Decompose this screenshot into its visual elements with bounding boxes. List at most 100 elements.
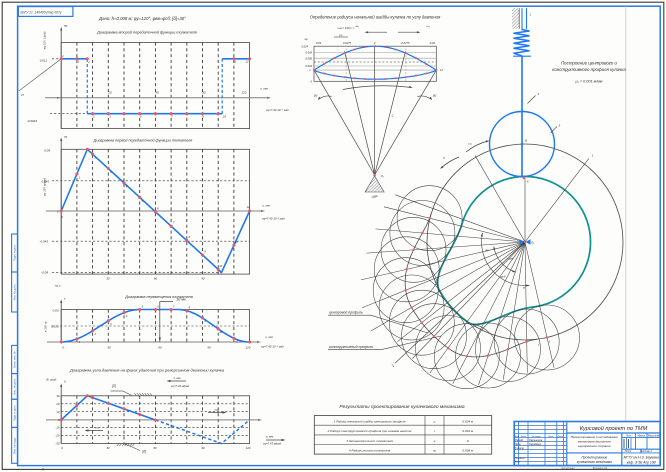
- svg-text:sq: sq: [304, 37, 307, 41]
- svg-text:0.008: 0.008: [306, 51, 313, 55]
- svg-text:0: 0: [61, 446, 63, 450]
- svg-text:Масштаб: Масштаб: [648, 434, 661, 438]
- svg-text:r₀: r₀: [391, 114, 396, 118]
- svg-text:Результаты проектирования кула: Результаты проектирования кулачкового ме…: [339, 404, 464, 410]
- svg-text:[δ]: [δ]: [111, 384, 116, 388]
- svg-text:90: 90: [207, 346, 211, 350]
- svg-text:Определение радиуса начальной: Определение радиуса начальной шайбы кула…: [310, 15, 441, 20]
- svg-text:Т₄: Т₄: [391, 363, 394, 367]
- svg-text:9: 9: [204, 250, 206, 254]
- svg-text:ВлГУ 21. 140400 (тм) 00Ту: ВлГУ 21. 140400 (тм) 00Ту: [21, 11, 62, 15]
- svg-text:2: 2: [92, 115, 95, 119]
- svg-text:-0.09: -0.09: [41, 270, 48, 274]
- svg-text:r: r: [434, 429, 436, 433]
- svg-text:0.0175: 0.0175: [343, 41, 351, 45]
- svg-text:Овчинников: Овчинников: [529, 439, 543, 442]
- svg-text:-10: -10: [55, 426, 59, 430]
- svg-text:Тарабарин: Тарабарин: [529, 443, 542, 446]
- svg-text:3: 3: [109, 115, 111, 119]
- svg-text:x, мм: x, мм: [172, 376, 180, 380]
- svg-text:Изм: Изм: [515, 436, 519, 438]
- svg-text:ЦВР: ЦВР: [372, 195, 378, 199]
- svg-text:1: 1: [62, 54, 64, 58]
- svg-text:3: 3: [110, 170, 112, 174]
- svg-text:6: 6: [157, 206, 159, 210]
- svg-text:20: 20: [55, 402, 60, 406]
- svg-text:5: 5: [141, 199, 143, 203]
- svg-text:1: 1: [592, 154, 594, 158]
- svg-text:0: 0: [374, 41, 376, 45]
- svg-text:[δ]: [δ]: [313, 94, 318, 98]
- svg-text:-0.045: -0.045: [39, 240, 48, 244]
- svg-text:4: 4: [126, 314, 128, 318]
- svg-text:120: 120: [246, 446, 251, 450]
- svg-text:0.004: 0.004: [306, 64, 313, 68]
- svg-text:Курсовой проект по ТММ: Курсовой проект по ТММ: [580, 425, 648, 432]
- svg-text:[δ]: [δ]: [432, 94, 437, 98]
- svg-text:30: 30: [56, 394, 60, 398]
- svg-text:Копировал: Копировал: [561, 466, 575, 470]
- svg-text:x, мм: x, мм: [261, 203, 270, 207]
- svg-text:xq=7.43 м/рад: xq=7.43 м/рад: [262, 442, 282, 446]
- svg-text:10: 10: [219, 330, 222, 334]
- svg-text:10: 10: [223, 115, 226, 119]
- svg-text:Формат А1: Формат А1: [593, 466, 608, 470]
- svg-text:ω₁: ω₁: [95, 425, 98, 429]
- svg-text:120: 120: [246, 346, 251, 350]
- svg-text:aq: aq: [64, 24, 68, 28]
- svg-text:-ω₁: -ω₁: [355, 24, 359, 28]
- svg-text:Проектирование: Проектирование: [581, 455, 607, 459]
- svg-text:x, мм: x, мм: [259, 87, 268, 91]
- svg-text:12: 12: [440, 68, 443, 72]
- svg-text:3: 3: [110, 322, 112, 326]
- svg-text:60: 60: [154, 277, 158, 281]
- svg-text:ω: ω: [443, 156, 446, 160]
- svg-text:0: 0: [467, 439, 469, 443]
- svg-text:0.024: 0.024: [302, 45, 309, 49]
- svg-text:3 Эксцентриситет толкателя: 3 Эксцентриситет толкателя: [346, 439, 393, 443]
- svg-text:-30: -30: [55, 442, 59, 446]
- svg-text:4: 4: [126, 185, 128, 189]
- svg-text:Диаграмма первой передаточной: Диаграмма первой передаточной функции то…: [93, 139, 193, 143]
- svg-text:В: В: [525, 139, 527, 143]
- svg-text:8: 8: [189, 235, 191, 239]
- svg-text:Лист: Лист: [520, 436, 526, 438]
- svg-text:0.03: 0.03: [53, 308, 59, 312]
- svg-text:Диаграмма перемещения толкател: Диаграмма перемещения толкателя: [124, 295, 193, 299]
- svg-text:0.045: 0.045: [41, 179, 49, 183]
- svg-text:№ докум.: № докум.: [532, 435, 541, 438]
- svg-text:1: 1: [530, 13, 532, 17]
- svg-text:xq=7.43·10⁻² рад: xq=7.43·10⁻² рад: [265, 108, 289, 112]
- svg-text:φ: φ: [523, 286, 525, 290]
- svg-text:0.011: 0.011: [40, 59, 48, 63]
- svg-text:центровой профиль: центровой профиль: [329, 310, 363, 314]
- svg-text:s: s: [64, 297, 66, 301]
- svg-text:30: 30: [107, 346, 111, 350]
- svg-text:Дано: h=0.008 м; φу=120°; φвв=: Дано: h=0.008 м; φу=120°; φвв=φсб; [δ]=3…: [98, 16, 186, 21]
- svg-text:Т.контр.: Т.контр.: [515, 447, 525, 450]
- svg-text:9: 9: [202, 115, 204, 119]
- svg-text:2: 2: [93, 332, 96, 336]
- svg-text:2: 2: [87, 60, 90, 64]
- svg-text:е: е: [434, 439, 436, 443]
- svg-text:Проектирование и исследование: Проектирование и исследование: [571, 435, 618, 439]
- svg-text:Подп. и дата: Подп. и дата: [12, 405, 16, 421]
- svg-text:Sd мм: Sd мм: [176, 298, 186, 302]
- svg-text:vq·10³, м/рад: vq·10³, м/рад: [43, 178, 47, 196]
- svg-text:-20: -20: [55, 434, 60, 438]
- svg-text:-0.0043: -0.0043: [27, 119, 38, 123]
- svg-text:11: 11: [235, 340, 238, 344]
- svg-text:внутреннего сгорания: внутреннего сгорания: [578, 444, 611, 448]
- svg-text:0: 0: [57, 209, 59, 213]
- svg-text:90: 90: [201, 277, 205, 281]
- svg-text:4 Радиус ролика толкателя: 4 Радиус ролика толкателя: [349, 448, 391, 452]
- svg-text:47: 47: [21, 93, 24, 97]
- svg-text:0.016 м: 0.016 м: [462, 429, 474, 433]
- svg-text:ω₁: ω₁: [468, 142, 471, 146]
- svg-text:Подп. и дата: Подп. и дата: [12, 245, 16, 261]
- svg-text:конструктивного профиля кулачк: конструктивного профиля кулачка: [552, 67, 626, 72]
- svg-text:механизмов двигателя: механизмов двигателя: [578, 439, 611, 443]
- svg-text:φвв: φвв: [509, 257, 514, 261]
- svg-text:0: 0: [61, 215, 63, 219]
- svg-text:7: 7: [173, 304, 175, 308]
